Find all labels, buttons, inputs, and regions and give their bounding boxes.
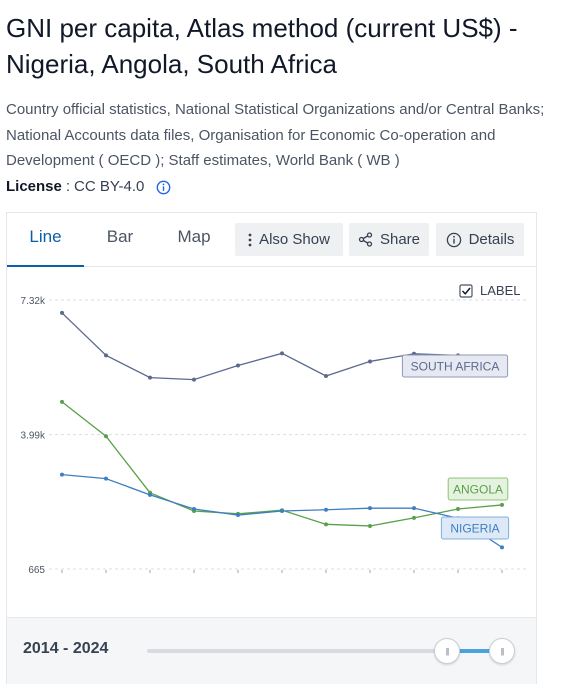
grid-lines [49, 299, 527, 570]
license-value: CC BY-4.0 [74, 178, 145, 195]
data-point-south_africa[interactable] [192, 377, 196, 382]
license-row: License : CC BY-4.0 [6, 177, 171, 197]
slider-handle-start[interactable]: ||| [434, 638, 460, 664]
license-label: License [6, 178, 62, 195]
series-label-box-south_africa [401, 354, 509, 378]
share-button[interactable]: Share [349, 223, 429, 256]
slider-handle-end[interactable]: ||| [489, 638, 515, 664]
details-label: Details [468, 231, 515, 248]
series-label-box-angola [447, 477, 509, 501]
share-icon [358, 232, 373, 247]
grip-icon: ||| [500, 646, 504, 656]
tab-line[interactable]: Line [7, 213, 84, 267]
slider-track[interactable] [147, 649, 501, 653]
data-point-nigeria[interactable] [60, 472, 64, 477]
time-slider-bar: 2014 - 2024 ||| ||| [7, 617, 536, 684]
data-point-angola[interactable] [456, 506, 460, 511]
source-note: Country official statistics, National St… [6, 101, 545, 169]
slider-selected-range [446, 649, 501, 653]
check-icon [461, 287, 471, 295]
y-tick-label: 3.99k [21, 431, 46, 442]
x-axis-ticks [61, 570, 503, 573]
series-group [60, 310, 504, 550]
data-point-south_africa[interactable] [324, 373, 328, 378]
data-point-nigeria[interactable] [148, 492, 152, 497]
data-point-nigeria[interactable] [236, 513, 240, 518]
range-separator: - [58, 640, 73, 657]
year-range: 2014 - 2024 [23, 640, 108, 658]
label-toggle[interactable]: LABEL [459, 283, 520, 298]
data-point-nigeria[interactable] [104, 476, 108, 481]
info-icon[interactable] [156, 180, 171, 195]
range-start: 2014 [23, 640, 59, 657]
data-point-south_africa[interactable] [148, 375, 152, 380]
data-point-nigeria[interactable] [412, 506, 416, 511]
page-title: GNI per capita, Atlas method (current US… [6, 13, 518, 79]
data-point-south_africa[interactable] [60, 310, 64, 315]
series-label-nigeria: NIGERIA [450, 522, 499, 536]
data-point-south_africa[interactable] [280, 351, 284, 356]
label-toggle-text: LABEL [480, 283, 520, 298]
series-label-angola: ANGOLA [453, 483, 503, 497]
series-label-south_africa: SOUTH AFRICA [411, 360, 500, 374]
data-point-nigeria[interactable] [280, 508, 284, 513]
details-button[interactable]: Details [436, 223, 524, 256]
series-line-angola [61, 401, 503, 527]
also-show-button[interactable]: Also Show [235, 223, 343, 256]
tab-map[interactable]: Map [177, 227, 211, 246]
range-end: 2024 [72, 640, 109, 657]
data-point-angola[interactable] [500, 502, 504, 507]
series-label-box-nigeria [440, 516, 510, 540]
label-checkbox[interactable] [459, 284, 473, 298]
data-point-nigeria[interactable] [192, 506, 196, 511]
data-point-south_africa[interactable] [104, 353, 108, 358]
more-vertical-icon [248, 233, 252, 246]
data-point-angola[interactable] [412, 515, 416, 520]
data-point-nigeria[interactable] [324, 507, 328, 512]
data-point-nigeria[interactable] [368, 506, 372, 511]
license-separator: : [65, 178, 71, 195]
tab-bar: Line Bar Map Also Show Share Details [7, 213, 536, 267]
y-axis-ticks: 7.32k 3.99k 665 [21, 296, 46, 576]
data-point-angola[interactable] [368, 523, 372, 528]
series-labels: SOUTH AFRICA ANGOLA NIGERIA [401, 354, 510, 540]
data-point-nigeria[interactable] [500, 545, 504, 550]
y-tick-label: 7.32k [21, 296, 46, 307]
data-point-angola[interactable] [104, 434, 108, 439]
info-icon [446, 232, 461, 247]
data-point-angola[interactable] [60, 399, 64, 404]
data-point-south_africa[interactable] [236, 363, 240, 368]
tab-bar-chart[interactable]: Bar [106, 227, 134, 246]
grip-icon: ||| [445, 646, 449, 656]
share-label: Share [379, 231, 421, 248]
y-tick-label: 665 [28, 565, 45, 576]
chart-card: Line Bar Map Also Show Share Details 7.3… [6, 212, 537, 684]
data-point-south_africa[interactable] [368, 359, 372, 364]
also-show-label: Also Show [259, 231, 330, 248]
data-point-angola[interactable] [324, 522, 328, 527]
